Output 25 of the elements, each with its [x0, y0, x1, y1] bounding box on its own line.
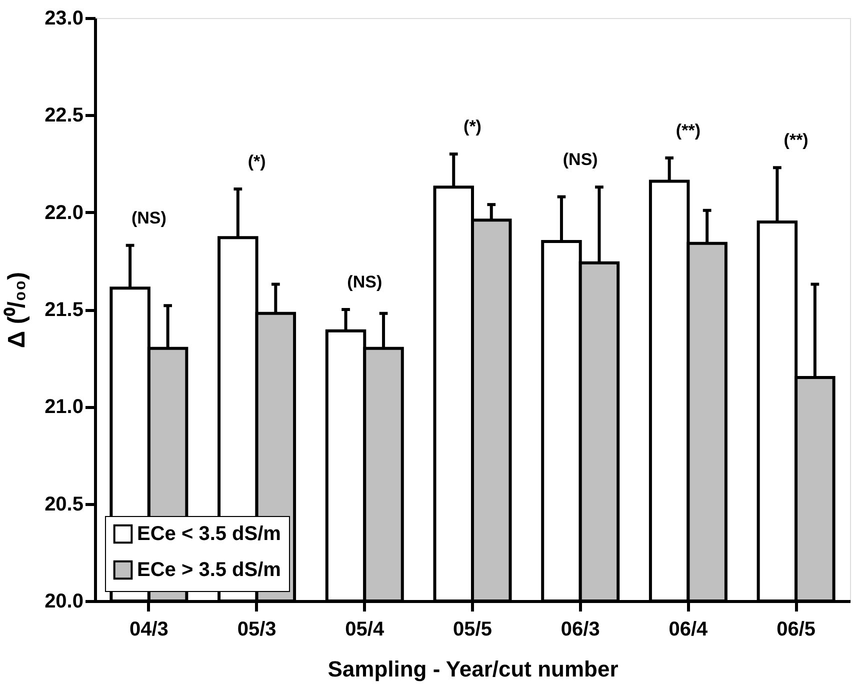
y-tick-label: 21.5: [44, 299, 84, 321]
x-tick-label: 06/5: [776, 618, 816, 640]
x-tick-label: 05/4: [345, 618, 385, 640]
annotation: (NS): [131, 208, 166, 228]
annotation: (**): [784, 130, 808, 150]
annotation: (NS): [347, 272, 382, 292]
y-tick-label: 21.0: [44, 396, 84, 418]
x-tick-label: 05/5: [453, 618, 492, 640]
y-tick-label: 20.0: [44, 590, 84, 612]
legend-label: ECe < 3.5 dS/m: [137, 523, 281, 545]
y-tick-label: 20.5: [44, 493, 84, 516]
y-axis-title: Δ (⁰/₀₀): [4, 272, 31, 348]
annotation: (*): [248, 152, 266, 172]
annotation: (**): [676, 120, 700, 140]
x-axis-title: Sampling - Year/cut number: [328, 656, 619, 682]
x-tick-label: 05/3: [237, 618, 276, 640]
y-tick-label: 22.0: [44, 202, 84, 224]
x-tick-label: 06/4: [668, 618, 709, 640]
y-tick-label: 23.0: [44, 8, 84, 30]
annotation: (*): [464, 117, 482, 136]
x-tick-label: 04/3: [129, 618, 168, 640]
y-tick-label: 22.5: [44, 104, 84, 127]
annotation: (NS): [562, 150, 598, 170]
x-tick-label: 06/3: [560, 618, 600, 640]
legend-label: ECe > 3.5 dS/m: [137, 559, 281, 581]
